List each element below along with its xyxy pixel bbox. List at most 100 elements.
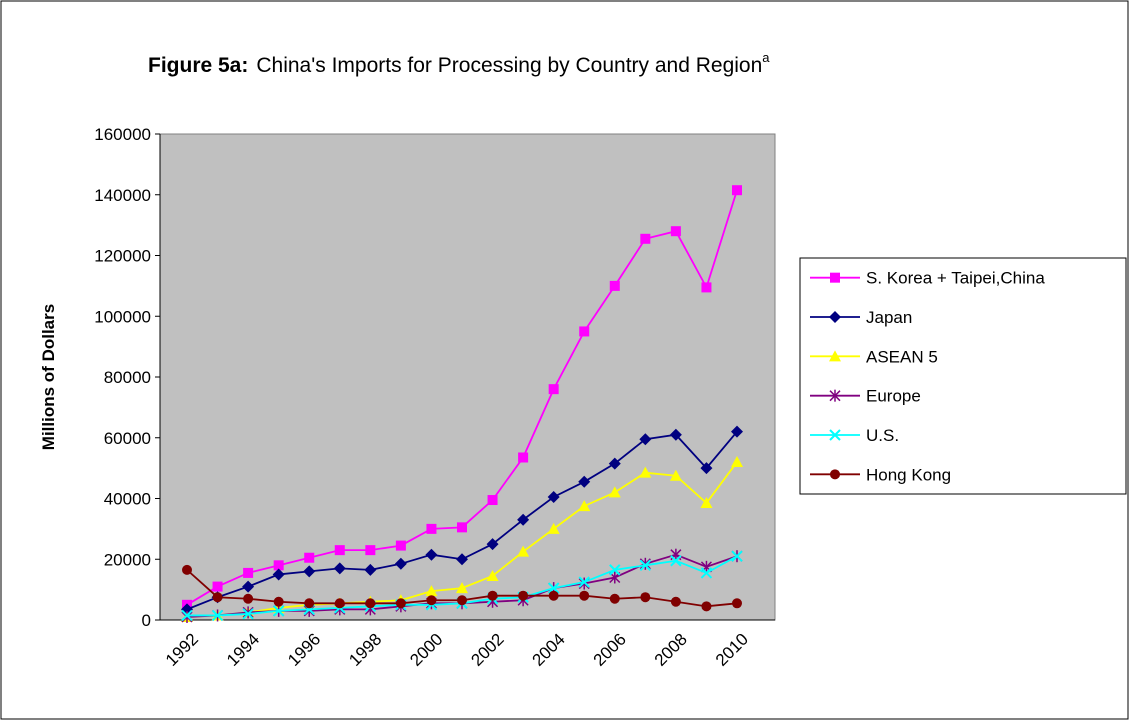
data-point <box>732 598 742 609</box>
marker-circle <box>212 592 223 603</box>
data-point <box>425 548 438 561</box>
legend-label: U.S. <box>866 426 899 445</box>
data-point <box>579 326 590 337</box>
data-point <box>212 581 223 592</box>
marker-stroke <box>670 555 682 567</box>
data-point <box>212 592 223 603</box>
legend-label: ASEAN 5 <box>866 347 938 366</box>
data-point <box>426 595 437 606</box>
data-point <box>364 563 377 576</box>
marker-square <box>273 560 284 571</box>
data-point <box>669 469 682 481</box>
data-point <box>181 609 193 622</box>
marker-square <box>701 282 712 293</box>
data-point <box>731 550 743 562</box>
figure-label: Figure 5a: <box>148 54 248 77</box>
marker-triangle <box>700 497 713 509</box>
marker-triangle <box>731 456 743 468</box>
data-point <box>609 280 620 291</box>
marker-diamond <box>303 565 316 578</box>
marker-square <box>426 523 437 534</box>
marker-square <box>830 272 840 283</box>
data-point <box>182 564 192 575</box>
y-tick-label: 160000 <box>94 125 151 144</box>
data-point <box>547 582 560 594</box>
data-point <box>426 523 437 534</box>
data-point <box>242 580 255 593</box>
data-point <box>395 540 406 551</box>
data-point <box>487 495 498 506</box>
marker-circle <box>548 590 559 601</box>
y-tick-label: 140000 <box>94 186 151 205</box>
title-superscript: a <box>762 50 770 65</box>
data-point <box>701 282 712 293</box>
data-point <box>273 560 284 571</box>
data-point <box>608 457 621 470</box>
marker-circle <box>457 595 467 606</box>
marker-circle <box>640 592 651 603</box>
data-point <box>578 576 590 588</box>
marker-diamond <box>394 557 407 570</box>
title-text: China's Imports for Processing by Countr… <box>256 54 762 77</box>
marker-square <box>457 522 467 533</box>
data-point <box>670 226 681 237</box>
marker-circle <box>579 590 590 601</box>
marker-circle <box>701 601 712 612</box>
data-point <box>829 389 841 402</box>
data-point <box>243 567 254 578</box>
marker-triangle <box>517 545 530 557</box>
marker-circle <box>365 598 376 609</box>
marker-circle <box>670 596 681 607</box>
data-point <box>242 608 254 620</box>
data-point <box>639 466 652 478</box>
marker-diamond <box>333 562 346 575</box>
data-point <box>701 601 712 612</box>
marker-stroke <box>700 567 713 579</box>
data-point <box>579 590 590 601</box>
marker-diamond <box>517 513 530 526</box>
data-point <box>830 272 840 283</box>
data-point <box>333 562 346 575</box>
data-point <box>547 490 560 503</box>
marker-stroke <box>829 429 841 441</box>
data-point <box>334 545 345 556</box>
marker-stroke <box>578 576 590 588</box>
marker-diamond <box>700 462 713 475</box>
data-point <box>547 522 560 534</box>
data-point <box>456 582 468 594</box>
marker-square <box>518 452 529 463</box>
marker-square <box>487 495 498 506</box>
marker-stroke <box>609 564 621 576</box>
data-point <box>303 565 316 578</box>
data-point <box>272 568 285 581</box>
y-tick-label: 60000 <box>104 429 151 448</box>
marker-diamond <box>486 538 499 551</box>
marker-square <box>365 545 376 556</box>
marker-circle <box>518 590 529 601</box>
marker-diamond <box>272 568 285 581</box>
marker-triangle <box>486 569 499 581</box>
marker-circle <box>732 598 742 609</box>
data-point <box>304 552 315 563</box>
data-point <box>181 610 193 623</box>
data-point <box>608 486 621 498</box>
data-point <box>829 311 841 323</box>
data-point <box>639 433 652 446</box>
marker-square <box>579 326 590 337</box>
data-point <box>578 475 591 488</box>
marker-diamond <box>669 428 682 441</box>
marker-square <box>732 185 742 196</box>
marker-triangle <box>639 466 652 478</box>
data-point <box>639 559 652 572</box>
marker-circle <box>487 590 498 601</box>
marker-triangle <box>829 350 841 362</box>
marker-triangle <box>547 522 560 534</box>
marker-square <box>212 581 223 592</box>
data-point <box>639 557 651 570</box>
data-point <box>830 469 840 480</box>
marker-stroke <box>731 550 743 562</box>
data-point <box>457 522 467 533</box>
marker-triangle <box>425 585 438 597</box>
